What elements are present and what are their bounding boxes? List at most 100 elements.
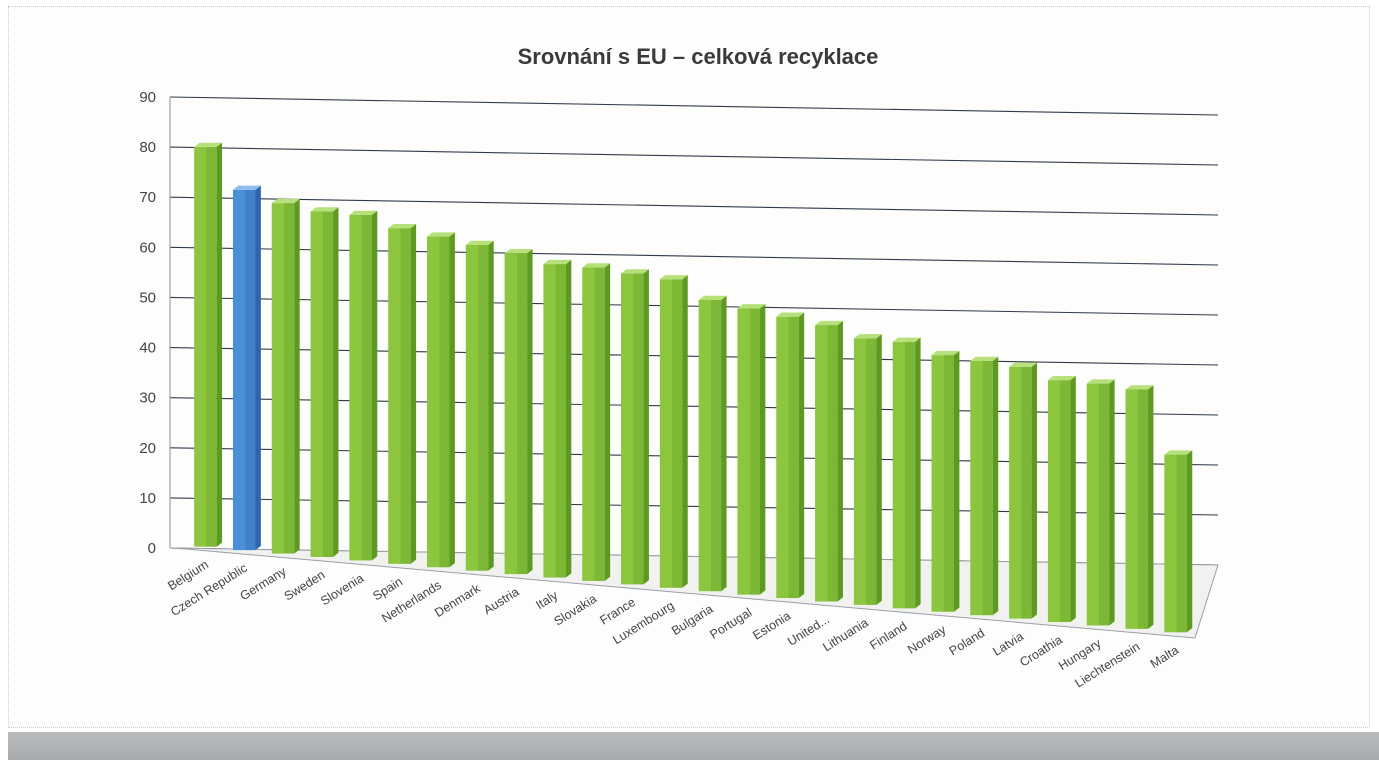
bar [931,350,960,612]
bar-side [759,304,766,595]
bar [1164,450,1193,633]
bar-top [1047,375,1076,381]
bar-front [1009,366,1032,619]
gridline [169,497,1219,516]
bar-side [294,198,300,554]
bar [621,269,649,585]
gridline [169,246,1219,266]
bar-front [310,211,334,557]
bar-top [504,249,533,254]
bar-shade [672,279,683,588]
bar [1009,362,1038,619]
x-tick-label: Spain [370,574,405,603]
bar [776,312,805,599]
bar [349,210,378,561]
bar-shade [711,299,722,592]
bar [970,356,999,616]
bar-front [426,236,450,568]
bar-top [698,295,727,300]
bar-front [815,325,838,602]
page-footer-strip [8,732,1379,760]
y-tick-label: 10 [139,490,156,507]
bar-top [194,142,223,147]
gridline [169,397,1219,416]
bar-front [1086,383,1110,626]
bar-side [876,334,882,605]
bar-top [1164,450,1193,455]
bar-top [271,198,300,204]
bar-shade [827,325,838,602]
y-tick-label: 90 [139,89,156,106]
bar-top [931,350,960,356]
bar-front [892,341,916,609]
y-tick-label: 50 [139,289,156,306]
bar [465,240,494,571]
gridline [169,296,1219,316]
bar-side [604,263,611,581]
bar-front [465,244,489,571]
x-tick-label: Austria [481,585,521,618]
bar-shade [788,316,799,599]
bar-shade [245,189,256,551]
y-tick-label: 80 [139,139,156,156]
bars-layer [194,142,1193,633]
bar [426,232,455,568]
bar-top [621,269,649,274]
bar-top [659,275,688,280]
bar-front [271,203,295,554]
bar-front [853,338,877,605]
bar-top [543,259,572,265]
bar-top [737,304,766,309]
bar [1125,385,1154,629]
bar-front [504,253,528,575]
bar-side [837,320,843,602]
bar-top [970,356,999,361]
y-tick-label: 70 [139,189,156,206]
bar-side [527,249,533,575]
gridline [169,347,1219,366]
bar [310,207,339,557]
bar-top [892,337,921,342]
x-tick-label: Portugal [707,605,754,642]
bar-top [388,223,417,229]
x-tick-label: Finland [867,619,909,653]
bar-shade [633,273,644,585]
y-tick-label: 60 [139,239,156,256]
x-tick-label: Malta [1148,643,1181,671]
bar-shade [866,338,877,605]
bar-side [798,312,805,599]
bar-shade [1176,454,1187,633]
bar-side [255,185,261,551]
bar-front [232,189,256,551]
bar [853,334,882,605]
bar-shade [1021,366,1032,619]
bar-shade [439,236,450,568]
chart-title: Srovnání s EU – celková recyklace [518,44,879,69]
bar-front [698,299,722,592]
bar-front [621,273,644,585]
bar-top [310,207,339,212]
bar-top [1086,379,1115,384]
bar-side [410,223,417,564]
bar-shade [594,267,605,581]
bar-side [1109,379,1115,626]
bar-side [682,275,688,588]
bar-shade [516,253,528,575]
bar-front [659,279,683,588]
x-tick-label: Italy [533,588,560,612]
bar-shade [206,146,217,547]
bar-shade [943,355,955,612]
bar-top [582,263,611,268]
gridline [169,146,1219,166]
bar-side [1148,385,1154,629]
bar-top [815,320,843,326]
bar [1086,379,1115,626]
bar-shade [1099,383,1110,626]
bar-side [643,269,649,585]
bar-side [216,142,223,547]
y-tick-label: 20 [139,440,156,457]
bar-top [465,240,494,245]
bar-shade [400,228,411,564]
bar-top [1009,362,1038,367]
